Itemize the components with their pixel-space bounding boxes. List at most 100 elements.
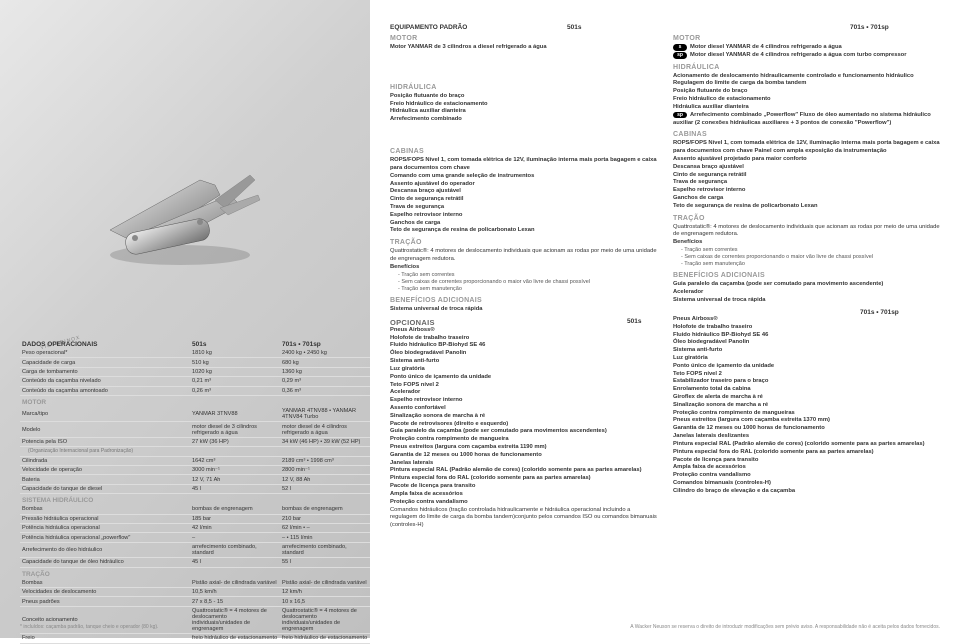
table-row: Capacidade do tanque de óleo hidráulico4… — [20, 558, 370, 567]
table-cell: Conteúdo da caçamba nivelado — [20, 377, 190, 386]
h-line: Freio hidráulico de estacionamento — [390, 101, 657, 109]
table-cell: 2189 cm³ • 1998 cm³ — [280, 456, 370, 465]
table-row: Freiofreio hidráulico de estacionamentof… — [20, 634, 370, 643]
footer-right: A Wacker Neuson se reserva o direito de … — [630, 624, 940, 630]
equip-title: EQUIPAMENTO PADRÃO — [390, 24, 567, 31]
table-cell: 0,29 m³ — [280, 377, 370, 386]
c-line: Assento ajustável do operador — [390, 181, 657, 189]
o: Sinalização sonora de marcha à ré — [390, 413, 657, 421]
cabinas-title: CABINAS — [390, 148, 657, 155]
table-cell: 185 bar — [190, 514, 280, 523]
opt-h501: 501s — [627, 318, 657, 327]
table-cell: 210 bar — [280, 514, 370, 523]
table-row: Pressão hidráulica operacional185 bar210… — [20, 514, 370, 523]
bar-title: BENEFÍCIOS ADICIONAIS — [673, 272, 940, 279]
table-row: Marca/tipoYANMAR 3TNV88YANMAR 4TNV88 • Y… — [20, 407, 370, 422]
o: Assento confortável — [390, 405, 657, 413]
table-row: Pneus padrões27 x 8,5 - 1510 x 16,5 — [20, 597, 370, 606]
table-cell: 0,21 m³ — [190, 377, 280, 386]
table-cell: 2400 kg • 2450 kg — [280, 349, 370, 358]
table-row: Modelomotor diesel de 3 cilindros refrig… — [20, 422, 370, 437]
c-line: Espelho retrovisor interno — [390, 212, 657, 220]
or: Giroflex de alerta de marcha à ré — [673, 394, 940, 402]
tr: Quattrostatic®: 4 motores de deslocament… — [673, 224, 940, 240]
table-cell: Conteúdo da caçamba amontoado — [20, 386, 190, 395]
table-cell: 1020 kg — [190, 367, 280, 376]
badge-sp: sp — [673, 52, 687, 59]
o: Espelho retrovisor interno — [390, 397, 657, 405]
spec-table: DADOS OPERACIONAIS501s701s • 701sp Peso … — [20, 340, 370, 644]
table-cell: YANMAR 4TNV88 • YANMAR 4TNV84 Turbo — [280, 407, 370, 422]
o: Pneus Airboss® — [390, 327, 657, 335]
o: Pintura especial RAL (Padrão alemão de c… — [390, 467, 657, 475]
table-row: Arrefecimento do óleo hidráulicoarrefeci… — [20, 542, 370, 557]
spec-table-wrap: DADOS OPERACIONAIS501s701s • 701sp Peso … — [20, 340, 370, 644]
table-cell: Pistão axial- de cilindrada variável — [280, 579, 370, 588]
table-row: Potência hidráulica operacional42 l/min6… — [20, 524, 370, 533]
table-cell: Bombas — [20, 579, 190, 588]
bar: Acelerador — [673, 289, 940, 297]
cr: Ganchos de carga — [673, 195, 940, 203]
footer-left: * incluídos: caçamba padrão, tanque chei… — [20, 624, 158, 630]
table-row: Potencia pela ISO27 kW (36 HP)34 kW (46 … — [20, 437, 370, 446]
hr: Freio hidráulico de estacionamento — [673, 96, 940, 104]
table-cell: bombas de engrenagem — [190, 505, 280, 514]
t-b: - Tração sem correntes — [390, 272, 657, 279]
or: Proteção contra rompimento de mangueiras — [673, 410, 940, 418]
o: Teto FOPS nível 2 — [390, 382, 657, 390]
bar: Guia paralelo da caçamba (pode ser comut… — [673, 281, 940, 289]
or: Pintura especial RAL (Padrão alemão de c… — [673, 441, 940, 449]
ba-line: Sistema universal de troca rápida — [390, 306, 657, 314]
table-cell: 680 kg — [280, 358, 370, 367]
table-cell: Marca/tipo — [20, 407, 190, 422]
or: Garantia de 12 meses ou 1000 horas de fu… — [673, 425, 940, 433]
o: Ampla faixa de acessórios — [390, 491, 657, 499]
c-line: Teto de segurança de resina de policarbo… — [390, 227, 657, 235]
c-line: Cinto de segurança retrátil — [390, 196, 657, 204]
badge-sp: sp — [673, 112, 687, 119]
table-row: Conteúdo da caçamba nivelado0,21 m³0,29 … — [20, 377, 370, 386]
tr-b: - Tração sem correntes — [673, 247, 940, 254]
cr: Espelho retrovisor interno — [673, 187, 940, 195]
cr: Teto de segurança de resina de policarbo… — [673, 203, 940, 211]
th: DADOS OPERACIONAIS — [20, 340, 190, 349]
c-line: Comando com uma grande seleção de instru… — [390, 173, 657, 181]
badge-s: s — [673, 44, 687, 51]
hidraulica-title: HIDRÁULICA — [390, 84, 657, 91]
right-content: EQUIPAMENTO PADRÃO501s MOTOR Motor YANMA… — [370, 0, 960, 638]
table-cell: 1360 kg — [280, 367, 370, 376]
tr-b: - Tração sem manutenção — [673, 261, 940, 268]
table-cell: Potência hidráulica operacional — [20, 524, 190, 533]
or: Ponto único de içamento da unidade — [673, 363, 940, 371]
c-line: Ganchos de carga — [390, 220, 657, 228]
o: Acelerador — [390, 389, 657, 397]
table-row: Capacidade do tanque de diesel45 l52 l — [20, 484, 370, 493]
hr: Acionamento de deslocamento hidraulicame… — [673, 73, 940, 81]
c-line: Trava de segurança — [390, 204, 657, 212]
table-cell: 45 l — [190, 558, 280, 567]
table-cell: Velocidade de operação — [20, 465, 190, 474]
table-cell: Velocidades de deslocamento — [20, 588, 190, 597]
table-cell: Potencia pela ISO — [20, 437, 190, 446]
or: Estabilizador traseiro para o braço — [673, 378, 940, 386]
or: Comandos bimanuais (controles-H) — [673, 480, 940, 488]
table-cell: 3000 min⁻¹ — [190, 465, 280, 474]
mr-line: sMotor diesel YANMAR de 4 cilindros refr… — [673, 44, 940, 52]
opt-title: OPCIONAIS — [390, 318, 627, 327]
th: 701s • 701sp — [280, 340, 370, 349]
or: Pneus Airboss® — [673, 316, 940, 324]
table-row: Cilindrada1642 cm³2189 cm³ • 1998 cm³ — [20, 456, 370, 465]
hr: spArrefecimento combinado „Powerflow" Fl… — [673, 112, 940, 128]
table-row: Peso operacional*1810 kg2400 kg • 2450 k… — [20, 349, 370, 358]
model-501: 501s — [567, 24, 657, 31]
table-cell: bombas de engrenagem — [280, 505, 370, 514]
or: Ampla faixa de acessórios — [673, 464, 940, 472]
table-cell: 12 V, 88 Ah — [280, 475, 370, 484]
o: Óleo biodegradável Panolin — [390, 350, 657, 358]
o: Proteção contra rompimento de mangueira — [390, 436, 657, 444]
table-row: Bombas Pistão axial- de cilindrada variáv… — [20, 579, 370, 588]
or: Holofote de trabalho traseiro — [673, 324, 940, 332]
table-cell: 42 l/min — [190, 524, 280, 533]
table-cell: Pneus padrões — [20, 597, 190, 606]
m-note: (Organização Internacional para Padroniz… — [20, 447, 370, 456]
